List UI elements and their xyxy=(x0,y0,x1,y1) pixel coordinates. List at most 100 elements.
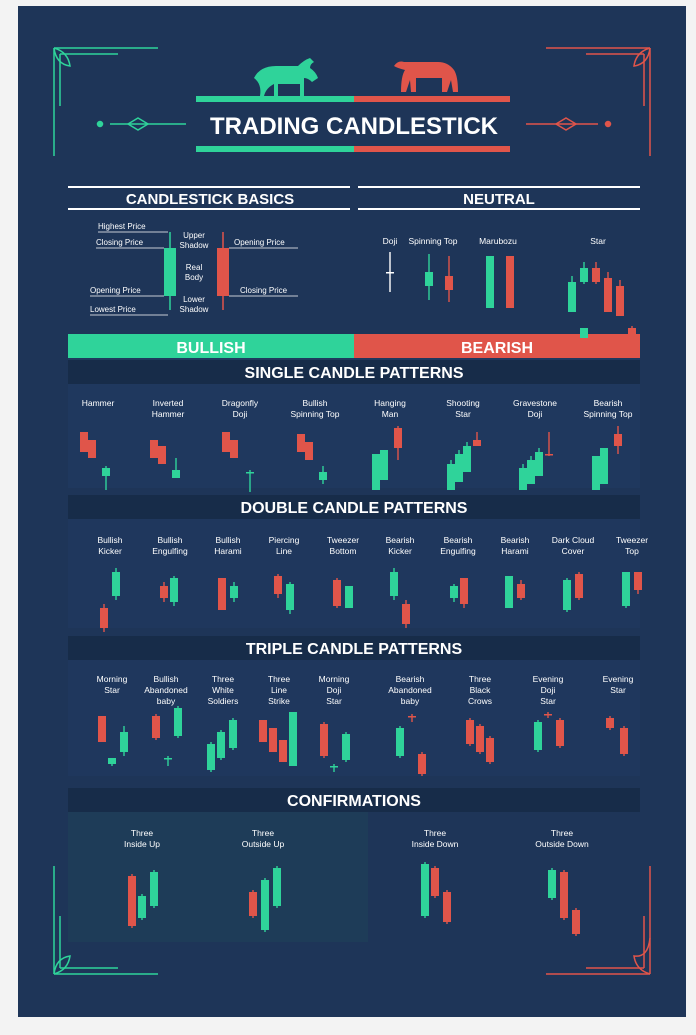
neutral-pattern: Spinning Top xyxy=(409,236,458,302)
candle-body xyxy=(580,328,588,338)
pattern-label-line: Star xyxy=(610,685,626,695)
candle-body xyxy=(505,576,513,608)
neutral-rule-bottom xyxy=(358,208,640,210)
candle-body xyxy=(150,872,158,906)
single-band xyxy=(68,360,640,384)
candle-body xyxy=(402,604,410,624)
candle-body xyxy=(592,456,600,490)
candle-body xyxy=(519,468,527,490)
pattern-label-line: Marubozu xyxy=(479,236,517,246)
candle-body xyxy=(249,892,257,916)
pattern-label-line: Bullish xyxy=(215,535,240,545)
candle-body xyxy=(545,454,553,456)
candle-body xyxy=(88,440,96,458)
pattern-label-line: Tweezer xyxy=(327,535,359,545)
pattern-label-line: Hammer xyxy=(152,409,185,419)
candle-body xyxy=(269,728,277,752)
pattern-label-line: Gravestone xyxy=(513,398,557,408)
candle-body xyxy=(620,728,628,754)
pattern-label-line: Star xyxy=(540,696,556,706)
label-lower-shadow-2: Shadow xyxy=(180,305,209,314)
candle-body xyxy=(230,586,238,598)
candle-body xyxy=(443,892,451,922)
candle-body xyxy=(568,282,576,312)
pattern-label-line: Star xyxy=(104,685,120,695)
label-upper-shadow-1: Upper xyxy=(183,231,205,240)
label-opening-left: Opening Price xyxy=(90,286,141,295)
label-upper-shadow-2: Shadow xyxy=(180,241,209,250)
candle-body xyxy=(218,578,226,610)
candle-body xyxy=(580,268,588,282)
candle-body xyxy=(160,586,168,598)
pattern-label-line: Bearish xyxy=(386,535,415,545)
pattern-label-line: Inside Up xyxy=(124,839,160,849)
pattern-label-line: Morning xyxy=(97,674,128,684)
bearish-label: BEARISH xyxy=(461,340,533,357)
poster: TRADING CANDLESTICK CANDLESTICK BASICS N… xyxy=(18,6,686,1017)
title-flourish-right xyxy=(526,117,612,131)
poster-title: TRADING CANDLESTICK xyxy=(210,113,499,140)
pattern-label-line: Hanging xyxy=(374,398,406,408)
pattern-label-line: Kicker xyxy=(388,546,412,556)
pattern-label-line: Spinning Top xyxy=(584,409,633,419)
header-bar-bear xyxy=(354,96,510,102)
candle-body xyxy=(319,472,327,480)
candle-body xyxy=(261,880,269,930)
candle-body xyxy=(152,716,160,738)
candle-body xyxy=(98,716,106,742)
pattern-label-line: Doji xyxy=(541,685,556,695)
bear-icon xyxy=(394,61,458,92)
candle-body xyxy=(330,766,338,768)
triple-panel xyxy=(68,658,640,776)
pattern-label-line: Star xyxy=(590,236,606,246)
title-underline-bull xyxy=(196,146,354,152)
pattern-label-line: Tweezer xyxy=(616,535,648,545)
title-underline-bear xyxy=(354,146,510,152)
header-bar-bull xyxy=(196,96,354,102)
pattern-label-line: Engulfing xyxy=(440,546,476,556)
pattern-label-line: Star xyxy=(326,696,342,706)
pattern-label-line: Outside Down xyxy=(535,839,589,849)
candle-body xyxy=(455,454,463,482)
candle-body xyxy=(390,572,398,596)
candle-body xyxy=(217,732,225,758)
pattern-label-line: Line xyxy=(271,685,287,695)
candle-body xyxy=(259,720,267,742)
neutral-heading: NEUTRAL xyxy=(463,191,535,208)
candle-body xyxy=(108,758,116,764)
candle-body xyxy=(622,572,630,606)
neutral-rule-top xyxy=(358,186,640,188)
candle-body xyxy=(506,256,514,308)
candle-body xyxy=(447,464,455,490)
candle-body xyxy=(120,732,128,752)
pattern-label-line: White xyxy=(212,685,234,695)
pattern-label-line: Doji xyxy=(528,409,543,419)
candle-body xyxy=(614,434,622,446)
candle-body xyxy=(460,578,468,604)
candle-body xyxy=(229,720,237,748)
pattern-label-line: Top xyxy=(625,546,639,556)
candle-body xyxy=(517,584,525,598)
pattern-label-line: Harami xyxy=(214,546,242,556)
pattern-label-line: Bullish xyxy=(97,535,122,545)
label-lowest-price: Lowest Price xyxy=(90,305,136,314)
single-heading: SINGLE CANDLE PATTERNS xyxy=(245,365,464,382)
candle-body xyxy=(112,572,120,596)
candle-body xyxy=(342,734,350,760)
candle-body xyxy=(297,434,305,452)
pattern-label-line: Soldiers xyxy=(208,696,239,706)
pattern-label-line: Bottom xyxy=(330,546,357,556)
